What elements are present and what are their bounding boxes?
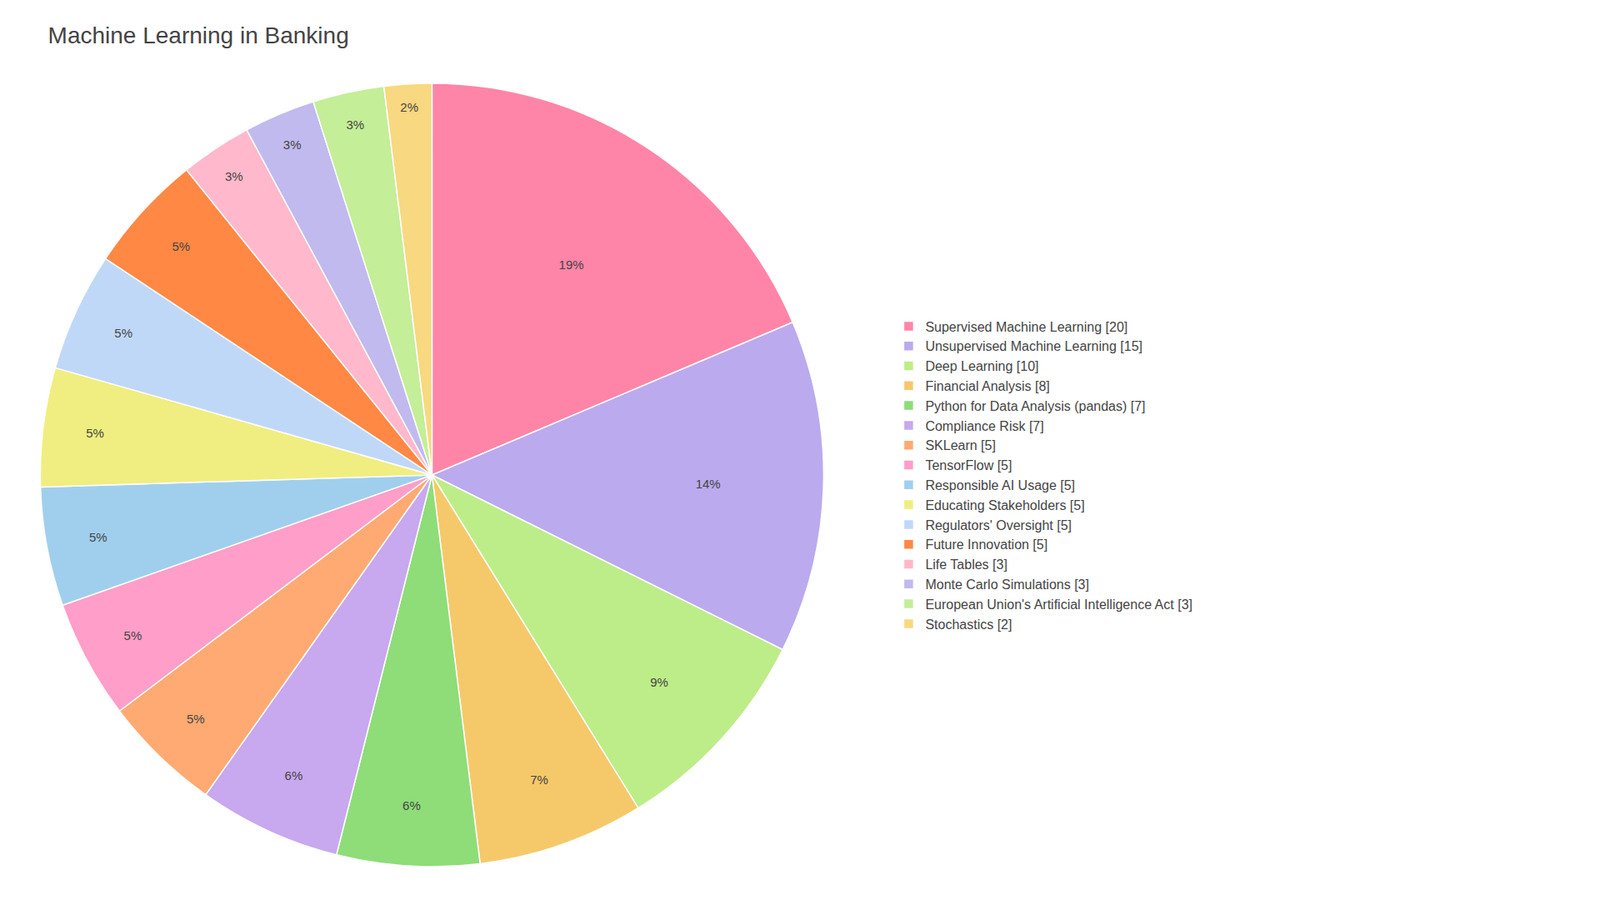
- svg-text:Compliance Risk [7]: Compliance Risk [7]: [925, 419, 1044, 434]
- svg-text:5%: 5%: [171, 239, 190, 254]
- svg-text:9%: 9%: [650, 675, 669, 690]
- svg-text:Monte Carlo Simulations [3]: Monte Carlo Simulations [3]: [925, 577, 1090, 592]
- svg-text:3%: 3%: [225, 169, 244, 184]
- svg-text:Regulators' Oversight [5]: Regulators' Oversight [5]: [925, 518, 1072, 533]
- svg-text:6%: 6%: [285, 768, 304, 783]
- svg-text:2%: 2%: [400, 100, 419, 115]
- svg-text:3%: 3%: [283, 137, 302, 152]
- svg-text:SKLearn [5]: SKLearn [5]: [925, 438, 996, 453]
- svg-text:Machine Learning in Banking: Machine Learning in Banking: [48, 22, 350, 49]
- svg-text:Financial Analysis [8]: Financial Analysis [8]: [925, 379, 1050, 394]
- svg-text:14%: 14%: [695, 476, 721, 491]
- svg-text:Life Tables [3]: Life Tables [3]: [925, 557, 1007, 572]
- svg-text:Responsible AI Usage [5]: Responsible AI Usage [5]: [925, 478, 1075, 493]
- svg-text:19%: 19%: [559, 257, 585, 272]
- svg-text:Educating Stakeholders [5]: Educating Stakeholders [5]: [925, 498, 1085, 513]
- svg-text:5%: 5%: [186, 711, 205, 726]
- svg-text:Deep Learning [10]: Deep Learning [10]: [925, 359, 1039, 374]
- svg-text:7%: 7%: [530, 772, 549, 787]
- svg-text:Future Innovation [5]: Future Innovation [5]: [925, 537, 1048, 552]
- svg-text:5%: 5%: [124, 628, 143, 643]
- svg-text:Supervised Machine Learning [2: Supervised Machine Learning [20]: [925, 320, 1128, 335]
- svg-text:European Union's Artificial In: European Union's Artificial Intelligence…: [925, 597, 1193, 612]
- svg-text:Unsupervised Machine Learning: Unsupervised Machine Learning [15]: [925, 339, 1143, 354]
- svg-text:6%: 6%: [402, 798, 421, 813]
- svg-text:5%: 5%: [85, 425, 105, 440]
- svg-text:3%: 3%: [346, 117, 365, 132]
- svg-text:Python for Data Analysis (pand: Python for Data Analysis (pandas) [7]: [925, 399, 1145, 414]
- svg-text:Stochastics [2]: Stochastics [2]: [925, 617, 1012, 632]
- svg-text:5%: 5%: [114, 325, 133, 340]
- svg-text:5%: 5%: [89, 530, 108, 545]
- svg-text:TensorFlow [5]: TensorFlow [5]: [925, 458, 1012, 473]
